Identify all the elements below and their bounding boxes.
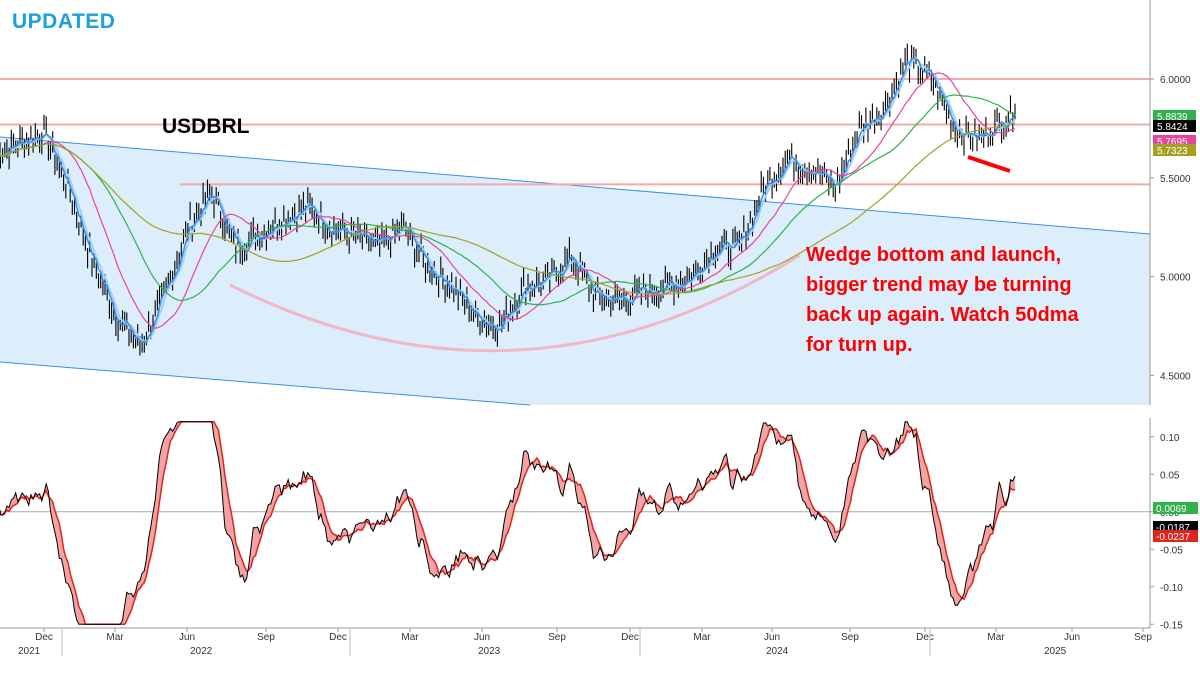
oscillator-fill [0, 421, 1015, 625]
channel-upper-line [0, 136, 1151, 235]
value-tag-label: 5.7695 [1157, 137, 1188, 148]
x-year-label: 2023 [478, 646, 501, 657]
value-tag [1153, 502, 1198, 514]
x-month-label: Sep [841, 632, 859, 643]
annotation-line: back up again. Watch 50dma [806, 304, 1079, 326]
value-tag-label: 5.8424 [1157, 122, 1188, 133]
pair-label: USDBRL [162, 115, 250, 138]
annotation-text: Wedge bottom and launch, bigger trend ma… [806, 240, 1186, 360]
y-tick-label: -0.10 [1160, 583, 1183, 594]
value-tag-label: -0.0187 [1156, 523, 1190, 534]
x-month-label: Sep [548, 632, 566, 643]
y-tick-label: 0.05 [1160, 470, 1180, 481]
value-tag-label: 5.7323 [1157, 146, 1188, 157]
ma-fast-line [0, 57, 1016, 344]
x-month-label: Mar [106, 632, 124, 643]
value-tag [1153, 530, 1198, 542]
oscillator-fast-line [0, 421, 1016, 625]
x-month-label: Mar [693, 632, 711, 643]
y-tick-label: 6.0000 [1160, 75, 1191, 86]
x-month-label: Jun [474, 632, 490, 643]
channel-lower-line [0, 361, 531, 406]
x-month-label: Dec [621, 632, 639, 643]
x-year-label: 2025 [1044, 646, 1067, 657]
y-tick-label: -0.15 [1160, 620, 1183, 631]
y-tick-label: 5.0000 [1160, 273, 1191, 284]
x-month-label: Sep [1134, 632, 1152, 643]
x-month-label: Jun [764, 632, 780, 643]
x-month-label: Mar [401, 632, 419, 643]
wedge-bottom-mark [967, 155, 1011, 173]
falling-channel [0, 137, 1150, 405]
ma200-line [0, 122, 1016, 296]
cup-arc [229, 253, 801, 353]
ma-short-line [0, 56, 1016, 343]
ma50-line [0, 72, 1016, 329]
value-tag-label: -0.0237 [1156, 532, 1190, 543]
x-month-label: Jun [179, 632, 195, 643]
x-month-label: Dec [916, 632, 934, 643]
value-tag [1153, 144, 1196, 156]
x-year-label: 2024 [766, 646, 789, 657]
x-month-label: Dec [329, 632, 347, 643]
updated-title: UPDATED [12, 10, 116, 33]
x-month-label: Sep [257, 632, 275, 643]
y-tick-label: 5.5000 [1160, 174, 1191, 185]
annotation-line: Wedge bottom and launch, [806, 244, 1062, 266]
y-tick-label: 4.5000 [1160, 371, 1191, 382]
x-month-label: Mar [987, 632, 1005, 643]
y-tick-label: 0.10 [1160, 433, 1180, 444]
x-month-label: Dec [35, 632, 53, 643]
annotation-line: bigger trend may be turning [806, 274, 1072, 296]
value-tag [1153, 120, 1196, 132]
x-year-label: 2022 [190, 646, 213, 657]
value-tag [1153, 110, 1196, 122]
oscillator-slow-line [0, 421, 1016, 626]
x-month-label: Jun [1064, 632, 1080, 643]
value-tag-label: 5.8839 [1157, 112, 1188, 123]
y-tick-label: -0.05 [1160, 545, 1183, 556]
annotation-line: for turn up. [806, 334, 913, 356]
ma100-line [0, 94, 1016, 306]
x-year-label: 2021 [18, 646, 41, 657]
value-tag-label: 0.0069 [1156, 504, 1187, 515]
